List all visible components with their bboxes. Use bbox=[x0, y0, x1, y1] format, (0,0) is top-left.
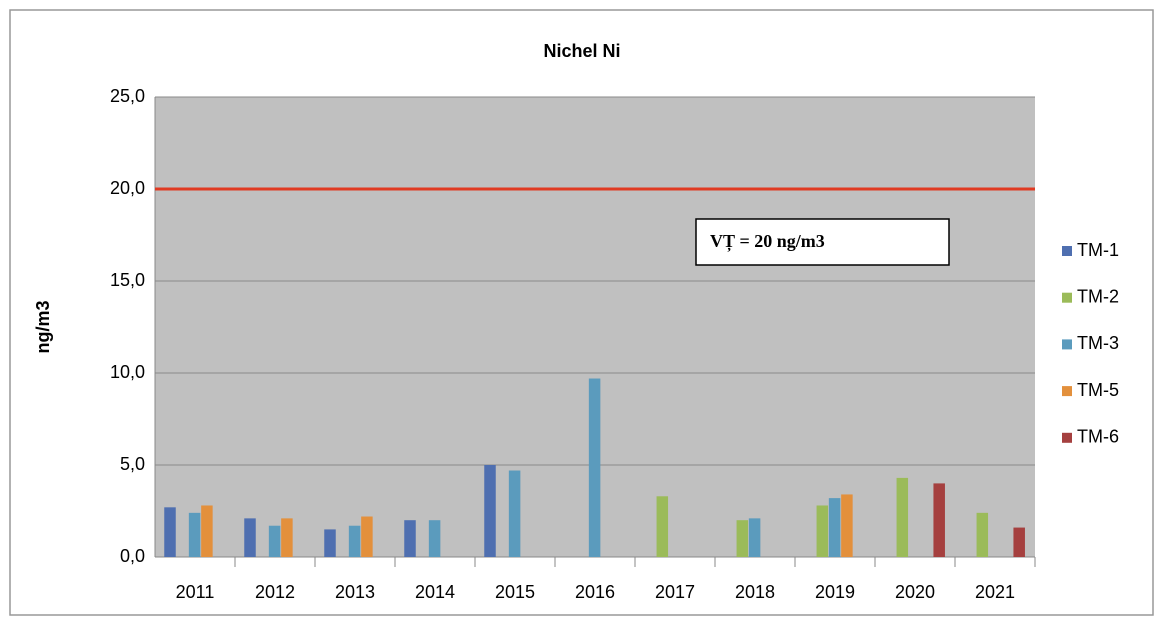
legend-label: TM-6 bbox=[1077, 427, 1119, 447]
bar bbox=[828, 498, 841, 557]
bar bbox=[748, 518, 761, 557]
x-tick-label: 2020 bbox=[895, 582, 935, 602]
x-tick-label: 2012 bbox=[255, 582, 295, 602]
bar bbox=[348, 525, 361, 557]
legend-label: TM-5 bbox=[1077, 380, 1119, 400]
bar bbox=[324, 529, 336, 557]
y-tick-label: 5,0 bbox=[120, 454, 145, 474]
chart-title: Nichel Ni bbox=[543, 41, 620, 61]
x-tick-label: 2021 bbox=[975, 582, 1015, 602]
bar bbox=[428, 520, 441, 557]
annotation: VȚ = 20 ng/m3 bbox=[710, 231, 825, 252]
y-tick-label: 10,0 bbox=[110, 362, 145, 382]
bar bbox=[188, 512, 201, 557]
x-tick-label: 2018 bbox=[735, 582, 775, 602]
bar bbox=[201, 505, 213, 557]
y-tick-label: 25,0 bbox=[110, 86, 145, 106]
annotation-box bbox=[695, 218, 950, 266]
bar bbox=[816, 505, 829, 557]
bar bbox=[281, 518, 293, 557]
bar bbox=[484, 465, 496, 557]
y-tick-label: 20,0 bbox=[110, 178, 145, 198]
bar bbox=[933, 483, 945, 557]
bar bbox=[244, 518, 256, 557]
bar bbox=[736, 520, 749, 557]
legend-swatch bbox=[1062, 292, 1072, 303]
x-tick-label: 2019 bbox=[815, 582, 855, 602]
legend-label: TM-1 bbox=[1077, 240, 1119, 260]
x-tick-label: 2013 bbox=[335, 582, 375, 602]
x-tick-label: 2017 bbox=[655, 582, 695, 602]
x-tick-label: 2015 bbox=[495, 582, 535, 602]
legend-label: TM-3 bbox=[1077, 333, 1119, 353]
bar bbox=[656, 496, 669, 557]
bar bbox=[896, 477, 909, 557]
bar bbox=[404, 520, 416, 557]
legend-swatch bbox=[1062, 386, 1072, 397]
bar bbox=[976, 512, 989, 557]
y-axis-label: ng/m3 bbox=[33, 300, 53, 353]
bar bbox=[1013, 527, 1025, 557]
legend-label: TM-2 bbox=[1077, 286, 1119, 306]
x-tick-label: 2016 bbox=[575, 582, 615, 602]
bar bbox=[588, 378, 601, 557]
bar bbox=[164, 507, 176, 557]
bar bbox=[508, 470, 521, 557]
x-tick-label: 2014 bbox=[415, 582, 455, 602]
bar bbox=[268, 525, 281, 557]
bar bbox=[361, 516, 373, 557]
legend-swatch bbox=[1062, 432, 1072, 443]
y-tick-label: 0,0 bbox=[120, 546, 145, 566]
legend-swatch bbox=[1062, 246, 1072, 256]
y-tick-label: 15,0 bbox=[110, 270, 145, 290]
x-tick-label: 2011 bbox=[176, 582, 215, 602]
legend-swatch bbox=[1062, 339, 1072, 350]
bar bbox=[841, 494, 853, 557]
